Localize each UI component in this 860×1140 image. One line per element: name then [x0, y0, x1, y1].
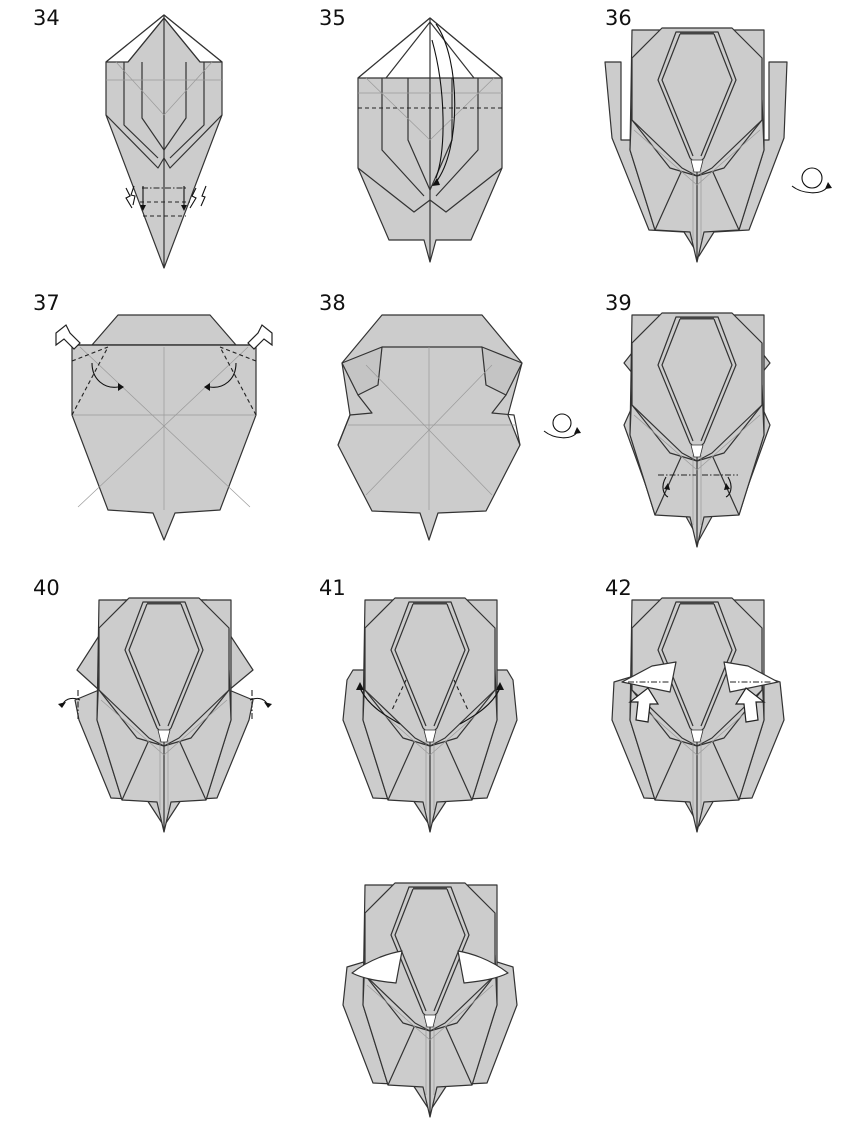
- step-number: 38: [319, 291, 346, 315]
- push-arrow-left: [628, 687, 660, 723]
- step-39-diagram: [623, 311, 771, 549]
- turn-over-icon: [543, 413, 581, 439]
- white-pocket-left: [621, 661, 677, 693]
- step-35-diagram: [357, 17, 503, 263]
- step-38-diagram: [337, 314, 581, 541]
- step-number: 36: [605, 6, 632, 30]
- step-34-diagram: [105, 14, 223, 269]
- step-38: 38: [286, 285, 581, 570]
- final-result-diagram: [342, 881, 518, 1119]
- push-arrow-right: [734, 687, 766, 723]
- push-arrow-right: [247, 324, 273, 350]
- step-37: 37: [0, 285, 286, 570]
- step-number: 42: [605, 576, 632, 600]
- step-34: 34: [0, 0, 286, 285]
- step-number: 37: [33, 291, 60, 315]
- turn-over-icon: [791, 167, 832, 194]
- step-number: 35: [319, 6, 346, 30]
- final-result: [286, 855, 572, 1140]
- step-40: 40: [0, 570, 286, 855]
- step-42: 42: [572, 570, 858, 855]
- step-35: 35: [286, 0, 572, 285]
- step-36: 36: [572, 0, 858, 285]
- step-37-diagram: [55, 314, 273, 541]
- step-41: 41: [286, 570, 572, 855]
- push-arrow-left: [55, 324, 81, 350]
- step-number: 39: [605, 291, 632, 315]
- step-41-diagram: [342, 596, 518, 834]
- step-number: 40: [33, 576, 60, 600]
- step-39: 39: [572, 285, 858, 570]
- step-36-diagram: [604, 26, 832, 264]
- step-40-diagram: [58, 596, 272, 834]
- step-42-diagram: [611, 596, 785, 834]
- step-number: 34: [33, 6, 60, 30]
- step-number: 41: [319, 576, 346, 600]
